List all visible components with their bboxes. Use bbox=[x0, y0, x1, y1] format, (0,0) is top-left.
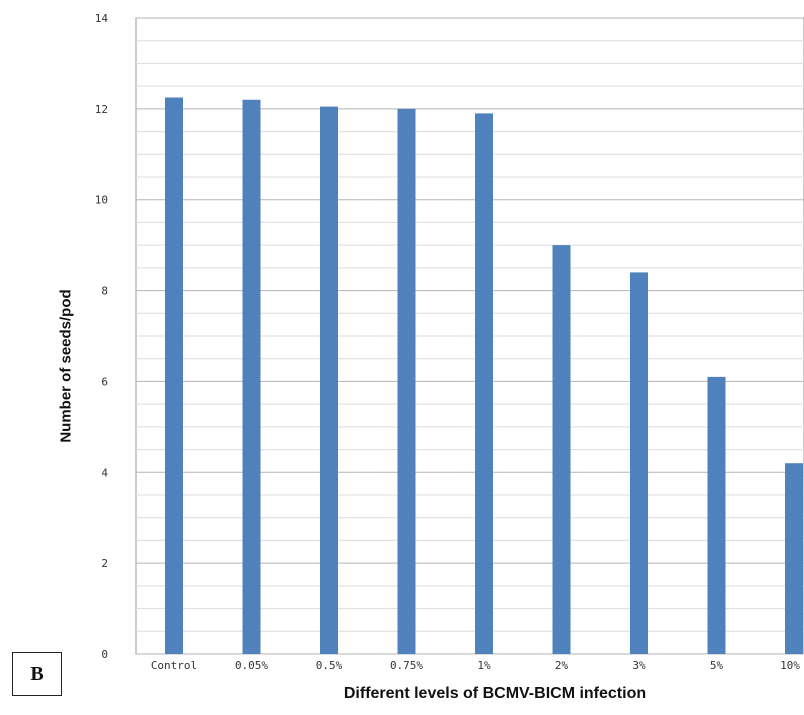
bar bbox=[165, 97, 183, 654]
y-tick-label: 2 bbox=[101, 557, 108, 570]
bar bbox=[785, 463, 803, 654]
x-tick-label: 10% bbox=[780, 659, 800, 672]
bar bbox=[475, 113, 493, 654]
y-tick-label: 10 bbox=[95, 194, 108, 207]
y-tick-labels: 0 2 4 6 8 10 12 14 bbox=[95, 12, 109, 661]
x-tick-labels: Control 0.05% 0.5% 0.75% 1% 2% 3% 5% 10% bbox=[151, 659, 800, 672]
bar bbox=[397, 108, 416, 655]
y-tick-label: 14 bbox=[95, 12, 109, 25]
x-axis-label: Different levels of BCMV-BICM infection bbox=[343, 685, 647, 702]
x-tick-label: 0.05% bbox=[235, 659, 268, 672]
x-tick-label: 0.75% bbox=[390, 659, 423, 672]
x-tick-label: 3% bbox=[632, 659, 646, 672]
y-tick-label: 4 bbox=[101, 466, 108, 479]
y-tick-label: 6 bbox=[101, 375, 108, 388]
x-tick-label: 5% bbox=[710, 659, 724, 672]
bar bbox=[630, 272, 648, 654]
y-tick-label: 0 bbox=[101, 648, 108, 661]
x-tick-label: Control bbox=[151, 659, 197, 672]
y-tick-label: 12 bbox=[95, 103, 108, 116]
bar bbox=[242, 99, 261, 655]
x-tick-label: 0.5% bbox=[316, 659, 343, 672]
y-axis-label: Number of seeds/pod bbox=[57, 289, 75, 443]
panel-label: B bbox=[12, 652, 62, 696]
bars bbox=[165, 97, 803, 655]
bar bbox=[320, 106, 338, 655]
bar bbox=[552, 245, 571, 654]
x-tick-label: 1% bbox=[477, 659, 491, 672]
bar bbox=[707, 376, 726, 654]
x-tick-label: 2% bbox=[555, 659, 569, 672]
y-tick-label: 8 bbox=[101, 285, 108, 298]
